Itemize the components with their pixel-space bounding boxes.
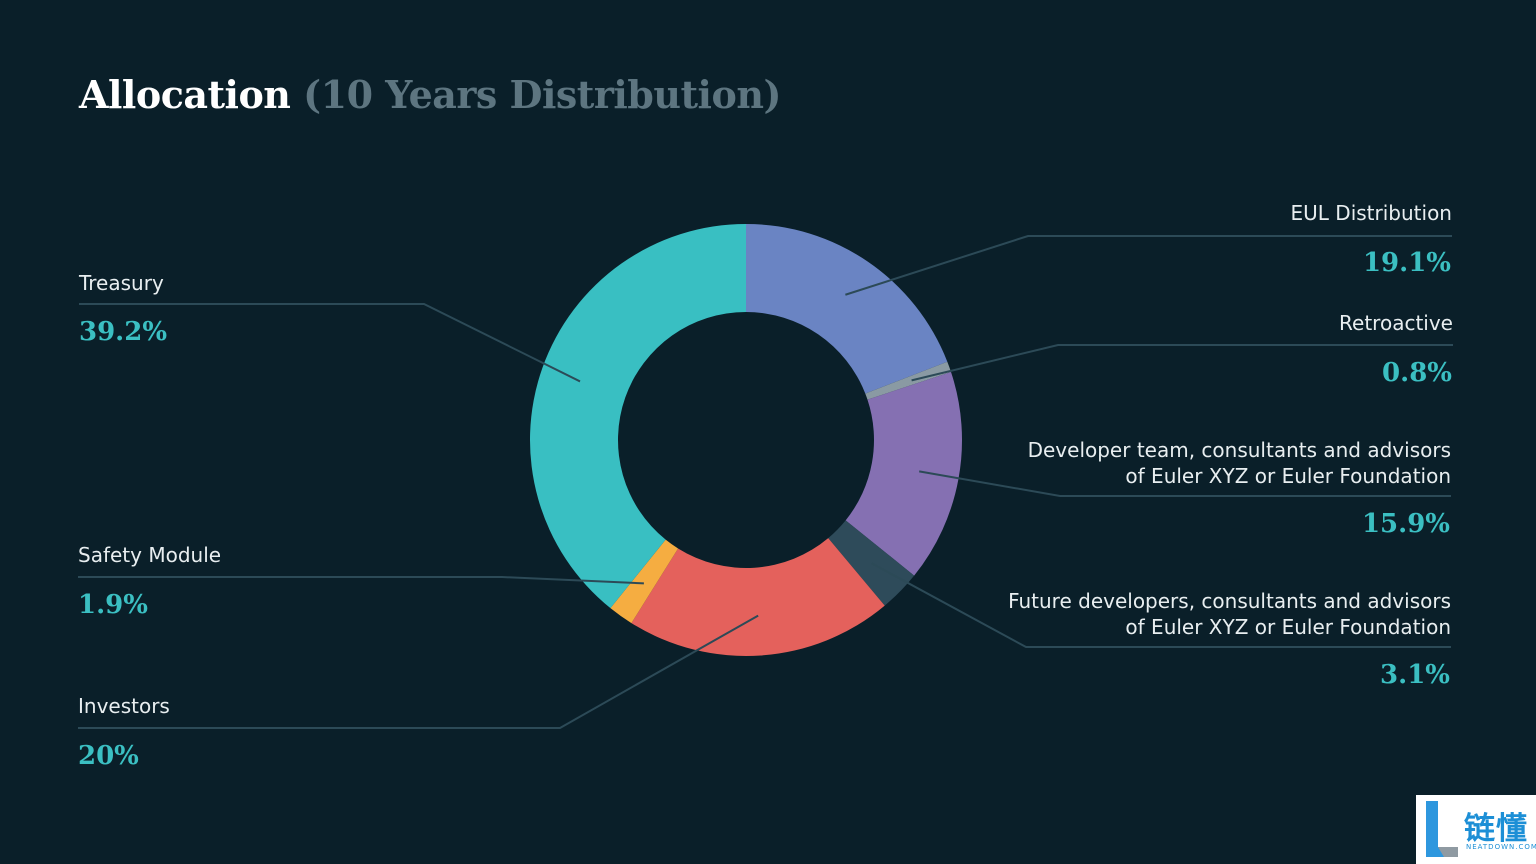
- label-future-developers: Future developers, consultants and advis…: [1008, 588, 1451, 640]
- value-treasury: 39.2%: [79, 317, 168, 347]
- leader-lines: [78, 235, 1453, 729]
- label-treasury: Treasury: [79, 271, 164, 295]
- logo-text: 链懂: [1464, 811, 1528, 847]
- label-future-developers-line2: of Euler XYZ or Euler Foundation: [1125, 615, 1451, 639]
- label-developer-team-line1: Developer team, consultants and advisors: [1027, 438, 1451, 462]
- neatdown-logo: 链懂 NEATDOWN.COM: [1416, 795, 1536, 864]
- slice-investors: [631, 538, 885, 656]
- label-future-developers-line1: Future developers, consultants and advis…: [1008, 589, 1451, 613]
- value-safety-module: 1.9%: [78, 590, 148, 620]
- slice-safety-module: [610, 539, 679, 624]
- slice-eul-distribution: [746, 224, 948, 394]
- title-subtitle: (10 Years Distribution): [303, 72, 781, 117]
- leader-investors: [78, 614, 759, 729]
- logo-mark-icon: [1426, 801, 1458, 857]
- leader-future-developers-consultants-and-adviso: [871, 562, 1451, 648]
- leader-treasury: [79, 303, 581, 383]
- label-retroactive: Retroactive: [1339, 311, 1453, 335]
- value-developer-team: 15.9%: [1361, 509, 1450, 539]
- title-main: Allocation: [79, 72, 291, 117]
- leader-retroactive: [911, 344, 1453, 382]
- value-investors: 20%: [78, 741, 139, 771]
- label-eul-distribution: EUL Distribution: [1290, 201, 1452, 225]
- donut-slices: [529, 223, 962, 656]
- value-eul-distribution: 19.1%: [1362, 248, 1451, 278]
- label-investors: Investors: [78, 694, 170, 718]
- value-future-developers: 3.1%: [1380, 660, 1450, 690]
- slice-future-developers-consultants-and-adviso: [828, 520, 915, 606]
- value-retroactive: 0.8%: [1382, 358, 1452, 388]
- label-developer-team: Developer team, consultants and advisors…: [1028, 437, 1451, 489]
- leader-eul-distribution: [845, 235, 1452, 296]
- slice-retroactive: [865, 361, 952, 400]
- label-safety-module: Safety Module: [78, 543, 222, 567]
- slice-treasury: [529, 223, 746, 609]
- label-developer-team-line2: of Euler XYZ or Euler Foundation: [1125, 464, 1451, 488]
- page-title: Allocation (10 Years Distribution): [79, 72, 781, 117]
- leader-safety-module: [78, 576, 644, 585]
- slice-developer-team-consultants-and-advisors-: [845, 371, 962, 576]
- leader-developer-team-consultants-and-advisors-: [919, 470, 1451, 497]
- logo-subtext: NEATDOWN.COM: [1466, 843, 1536, 851]
